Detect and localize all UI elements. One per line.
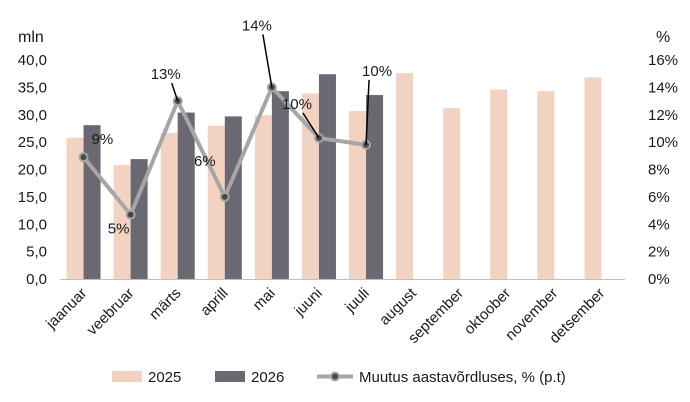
left-tick-label: 40,0 bbox=[18, 52, 47, 69]
leader-line bbox=[302, 112, 320, 139]
left-tick-label: 0,0 bbox=[26, 271, 47, 288]
legend-label-2026: 2026 bbox=[251, 369, 284, 386]
right-axis-unit: % bbox=[656, 29, 670, 46]
legend-swatch-2026 bbox=[215, 371, 245, 382]
right-tick-label: 6% bbox=[648, 189, 670, 206]
leader-line bbox=[170, 82, 179, 102]
category-label: mai bbox=[250, 285, 279, 314]
left-tick-label: 30,0 bbox=[18, 107, 47, 124]
category-label: aprill bbox=[197, 285, 231, 319]
change-data-label: 10% bbox=[362, 63, 392, 80]
category-label: juuli bbox=[341, 285, 373, 317]
bar-2025 bbox=[443, 108, 461, 280]
bar-2025 bbox=[584, 77, 602, 280]
change-data-label: 6% bbox=[194, 153, 216, 170]
right-tick-label: 0% bbox=[648, 271, 670, 288]
legend-label-2025: 2025 bbox=[148, 369, 181, 386]
right-tick-label: 4% bbox=[648, 216, 670, 233]
right-tick-label: 16% bbox=[648, 52, 678, 69]
legend: 2025 2026 Muutus aastavõrdluses, % (p.t) bbox=[112, 369, 566, 386]
callouts: 9% 5% 13% 6% 14% 10% 10% bbox=[92, 17, 393, 237]
leader-line bbox=[365, 79, 370, 145]
left-tick-label: 10,0 bbox=[18, 216, 47, 233]
change-point bbox=[125, 209, 136, 220]
legend-label-change: Muutus aastavõrdluses, % (p.t) bbox=[359, 369, 566, 386]
bars bbox=[66, 73, 602, 280]
left-tick-label: 15,0 bbox=[18, 189, 47, 206]
category-label: juuni bbox=[291, 285, 326, 320]
leader-line bbox=[262, 34, 273, 88]
change-data-label: 5% bbox=[108, 221, 130, 238]
bar-2026 bbox=[224, 116, 242, 279]
change-data-label: 9% bbox=[92, 131, 114, 148]
legend-swatch-2025 bbox=[112, 371, 142, 382]
bar-2026 bbox=[271, 91, 289, 280]
right-tick-label: 12% bbox=[648, 107, 678, 124]
change-data-label: 13% bbox=[151, 66, 181, 83]
bar-2025 bbox=[254, 115, 272, 279]
bar-2025 bbox=[349, 110, 367, 279]
bar-2025 bbox=[396, 73, 414, 279]
bar-2025 bbox=[66, 137, 84, 279]
change-point bbox=[78, 152, 89, 163]
bar-2026 bbox=[83, 125, 101, 279]
bar-2025 bbox=[537, 91, 555, 280]
legend-marker-change bbox=[330, 371, 340, 382]
bar-2026 bbox=[366, 95, 384, 279]
category-label: veebruar bbox=[84, 285, 138, 339]
bar-2026 bbox=[318, 74, 336, 279]
bar-2025 bbox=[207, 125, 225, 279]
change-data-label: 10% bbox=[282, 96, 312, 113]
change-point bbox=[219, 191, 230, 202]
bar-2025 bbox=[160, 132, 178, 279]
change-data-label: 14% bbox=[242, 17, 272, 34]
category-label: august bbox=[376, 284, 420, 328]
left-tick-label: 25,0 bbox=[18, 134, 47, 151]
right-tick-label: 2% bbox=[648, 244, 670, 261]
bar-2025 bbox=[490, 89, 508, 279]
bar-2025 bbox=[113, 165, 131, 279]
bar-2026 bbox=[177, 112, 195, 279]
left-tick-label: 35,0 bbox=[18, 79, 47, 96]
right-tick-label: 10% bbox=[648, 134, 678, 151]
left-axis-unit: mln bbox=[18, 29, 44, 46]
category-label: märts bbox=[146, 285, 185, 324]
right-tick-label: 14% bbox=[648, 79, 678, 96]
right-tick-label: 8% bbox=[648, 162, 670, 179]
left-tick-label: 20,0 bbox=[18, 162, 47, 179]
left-tick-label: 5,0 bbox=[26, 244, 47, 261]
